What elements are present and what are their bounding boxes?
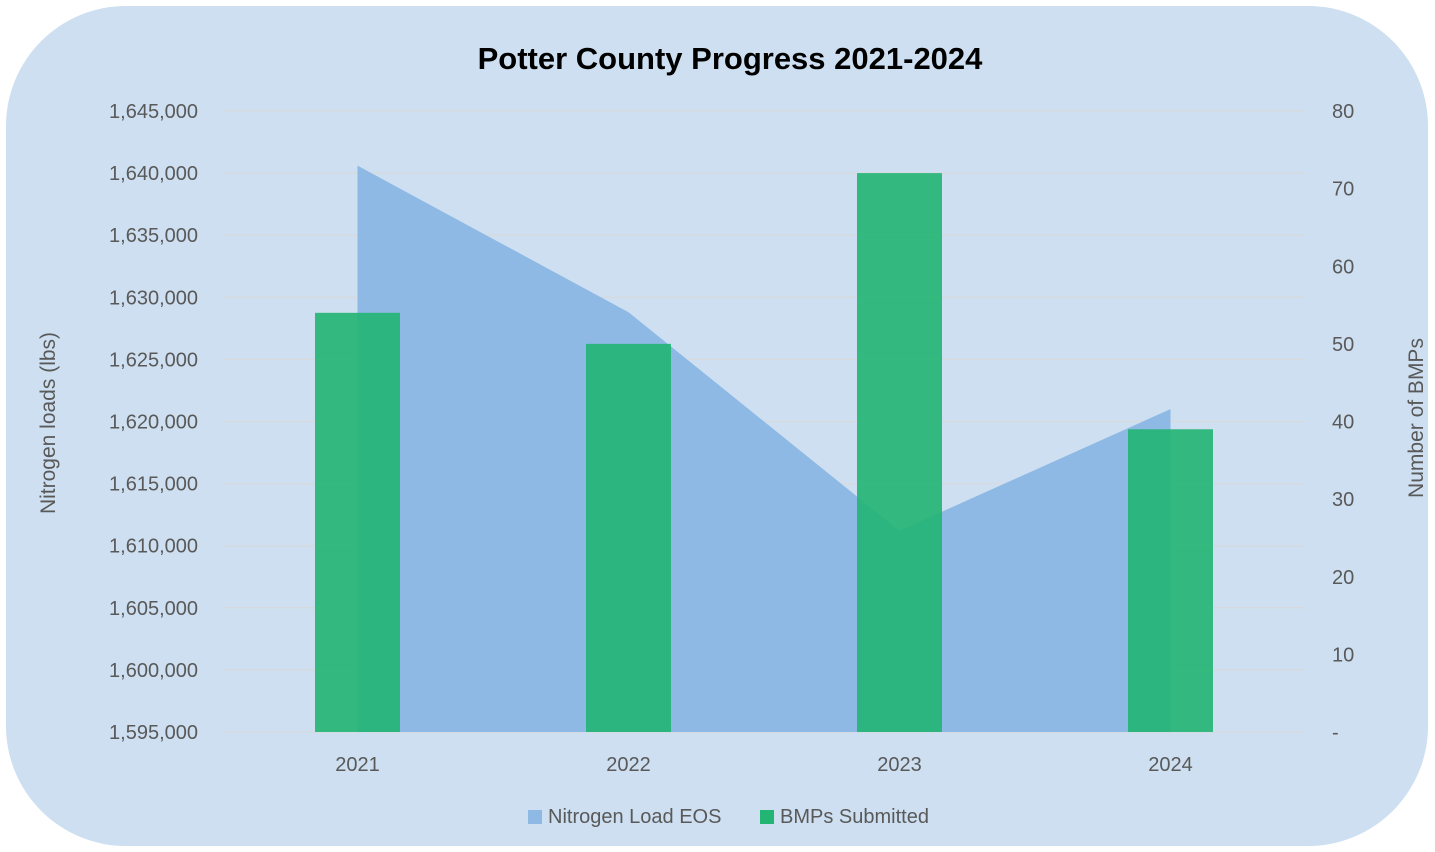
bar-series bbox=[315, 173, 1213, 733]
right-tick-label: 80 bbox=[1332, 101, 1354, 123]
right-tick-label: 40 bbox=[1332, 412, 1354, 434]
x-tick-label: 2021 bbox=[335, 754, 380, 776]
x-tick-label: 2022 bbox=[606, 754, 651, 776]
chart-title: Potter County Progress 2021-2024 bbox=[478, 41, 984, 76]
bar-2021 bbox=[315, 312, 400, 732]
legend-swatch-bmps bbox=[760, 810, 774, 824]
right-tick-label: 70 bbox=[1332, 179, 1354, 201]
left-tick-label: 1,635,000 bbox=[109, 225, 198, 247]
right-tick-label: 20 bbox=[1332, 567, 1354, 589]
left-tick-label: 1,595,000 bbox=[109, 722, 198, 744]
left-tick-label: 1,620,000 bbox=[109, 412, 198, 434]
right-tick-label: 10 bbox=[1332, 644, 1354, 666]
x-axis-ticks: 2021 2022 2023 2024 bbox=[335, 754, 1193, 776]
legend: Nitrogen Load EOS BMPs Submitted bbox=[528, 806, 929, 828]
left-tick-label: 1,610,000 bbox=[109, 536, 198, 558]
legend-label-nitrogen: Nitrogen Load EOS bbox=[548, 806, 721, 828]
bar-2023 bbox=[857, 173, 942, 733]
x-tick-label: 2024 bbox=[1148, 754, 1193, 776]
left-tick-label: 1,630,000 bbox=[109, 287, 198, 309]
left-tick-label: 1,640,000 bbox=[109, 163, 198, 185]
area-nitrogen-load bbox=[357, 165, 1171, 732]
left-tick-label: 1,625,000 bbox=[109, 349, 198, 371]
right-tick-label: 50 bbox=[1332, 334, 1354, 356]
x-tick-label: 2023 bbox=[877, 754, 922, 776]
legend-label-bmps: BMPs Submitted bbox=[780, 806, 929, 828]
bar-2022 bbox=[586, 343, 671, 732]
right-axis-title: Number of BMPs bbox=[1405, 338, 1428, 498]
right-tick-label: 30 bbox=[1332, 489, 1354, 511]
right-tick-label: 60 bbox=[1332, 256, 1354, 278]
left-tick-label: 1,605,000 bbox=[109, 598, 198, 620]
left-tick-label: 1,600,000 bbox=[109, 660, 198, 682]
left-tick-label: 1,615,000 bbox=[109, 474, 198, 496]
legend-swatch-nitrogen bbox=[528, 810, 542, 824]
left-tick-label: 1,645,000 bbox=[109, 101, 198, 123]
right-axis-ticks: - 10 20 30 40 50 60 70 80 bbox=[1332, 101, 1354, 744]
bar-2024 bbox=[1128, 429, 1213, 732]
right-tick-label: - bbox=[1332, 722, 1339, 744]
area-series bbox=[357, 165, 1171, 732]
left-axis-ticks: 1,595,000 1,600,000 1,605,000 1,610,000 1,61… bbox=[109, 101, 198, 744]
left-axis-title: Nitrogen loads (lbs) bbox=[37, 332, 60, 514]
